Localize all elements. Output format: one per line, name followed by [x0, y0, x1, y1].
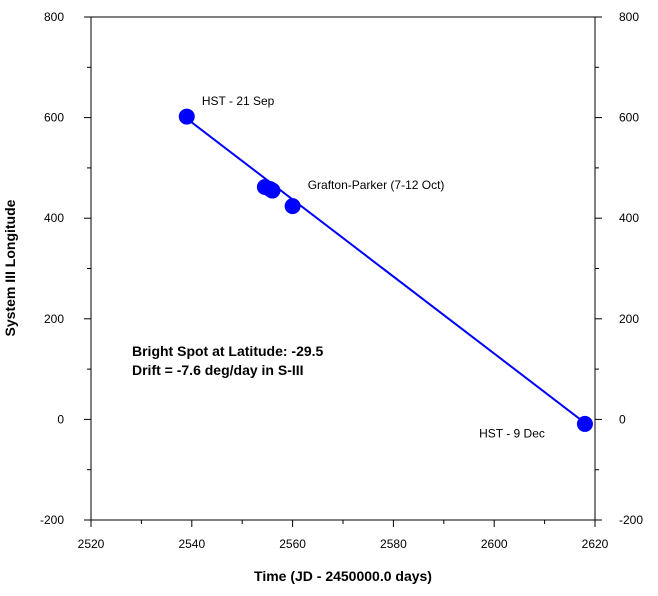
y-tick-label-left: 600 [44, 111, 64, 125]
x-tick-label: 2560 [279, 537, 306, 551]
note-latitude: Bright Spot at Latitude: -29.5 [132, 343, 324, 359]
x-axis-label: Time (JD - 2450000.0 days) [254, 568, 432, 584]
y-tick-label-left: 800 [44, 10, 64, 24]
x-tick-label: 2620 [582, 537, 609, 551]
data-point [178, 108, 195, 125]
fit-line [186, 117, 586, 424]
y-tick-label-right: 400 [619, 211, 639, 225]
data-point [576, 415, 593, 432]
x-tick-label: 2520 [78, 537, 105, 551]
point-annotation: HST - 9 Dec [479, 427, 545, 441]
data-point [284, 198, 301, 215]
y-tick-label-left: 200 [44, 312, 64, 326]
note-drift: Drift = -7.6 deg/day in S-III [132, 362, 304, 378]
y-axis-label: System III Longitude [2, 199, 18, 336]
point-annotation: Grafton-Parker (7-12 Oct) [308, 178, 445, 192]
x-tick-label: 2580 [380, 537, 407, 551]
y-tick-label-right: 600 [619, 111, 639, 125]
point-annotation: HST - 21 Sep [202, 94, 275, 108]
y-tick-label-left: 400 [44, 211, 64, 225]
y-tick-label-left: -200 [40, 513, 64, 527]
data-point [264, 182, 281, 199]
x-tick-label: 2600 [481, 537, 508, 551]
y-tick-label-left: 0 [57, 412, 64, 426]
y-tick-label-right: 800 [619, 10, 639, 24]
x-tick-label: 2540 [178, 537, 205, 551]
y-tick-label-right: 0 [619, 412, 626, 426]
plot-frame [90, 16, 596, 521]
y-tick-label-right: 200 [619, 312, 639, 326]
y-tick-label-right: -200 [619, 513, 643, 527]
